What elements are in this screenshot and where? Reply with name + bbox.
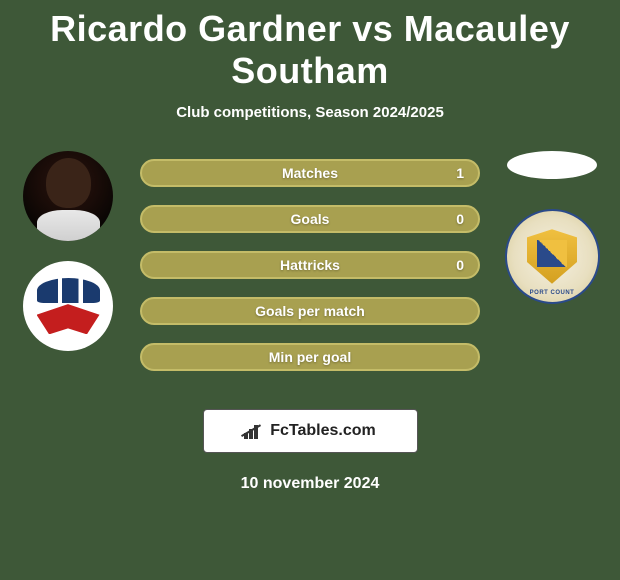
player1-photo [23,151,113,241]
stat-bar-min-per-goal: Min per goal [140,343,480,371]
stat-bar-matches: Matches 1 [140,159,480,187]
stat-label: Goals per match [255,303,365,319]
stat-label: Hattricks [280,257,340,273]
stat-label: Goals [291,211,330,227]
date-label: 10 november 2024 [0,475,620,493]
brand-text: FcTables.com [270,422,376,440]
stat-label: Min per goal [269,349,351,365]
player2-club-badge: PORT COUNT [505,209,600,304]
stat-value-right: 0 [456,211,464,227]
stat-bar-goals-per-match: Goals per match [140,297,480,325]
comparison-panel: PORT COUNT Matches 1 Goals 0 Hattricks 0… [0,151,620,391]
player1-club-badge [23,261,113,351]
left-player-column [8,151,128,351]
player2-photo-placeholder [507,151,597,179]
stat-bar-goals: Goals 0 [140,205,480,233]
stat-value-right: 1 [456,165,464,181]
stat-bars: Matches 1 Goals 0 Hattricks 0 Goals per … [140,159,480,371]
stat-label: Matches [282,165,338,181]
stat-value-right: 0 [456,257,464,273]
subtitle: Club competitions, Season 2024/2025 [0,104,620,121]
badge-text: PORT COUNT [530,290,575,296]
stat-bar-hattricks: Hattricks 0 [140,251,480,279]
chart-icon [244,423,264,439]
brand-badge: FcTables.com [203,409,418,453]
right-player-column: PORT COUNT [492,151,612,304]
page-title: Ricardo Gardner vs Macauley Southam [0,0,620,92]
